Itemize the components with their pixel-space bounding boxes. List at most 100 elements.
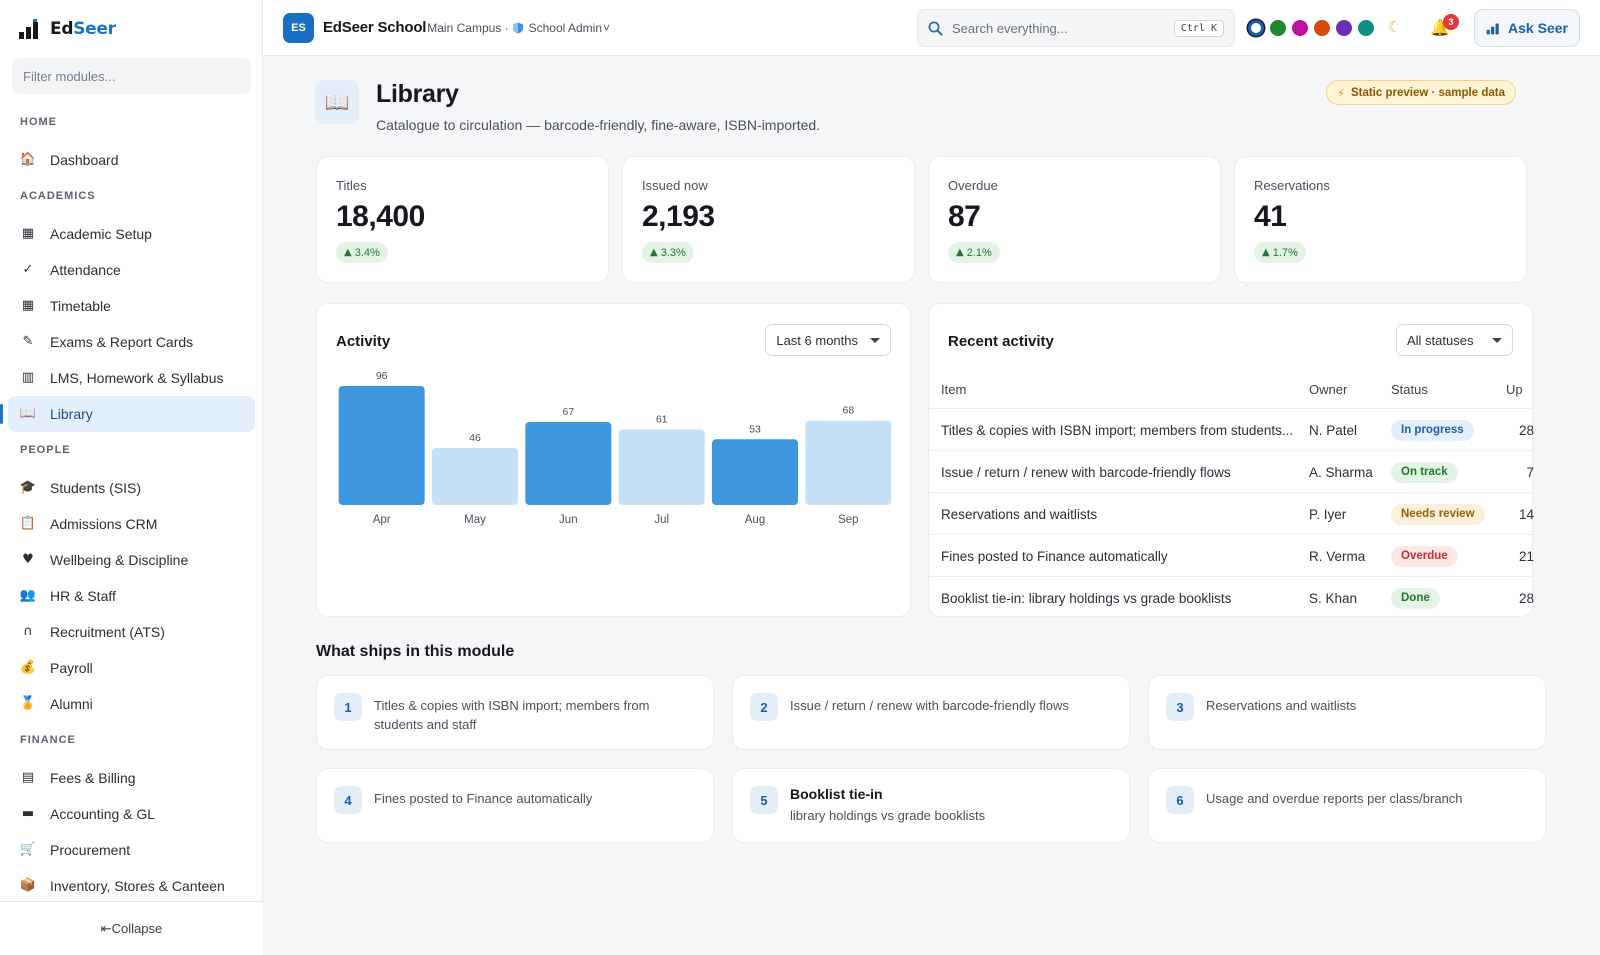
item-cell: Reservations and waitlists (941, 506, 1098, 522)
sidebar-item-library[interactable]: 📖 Library (0, 396, 255, 432)
status-badge: In progress (1391, 419, 1474, 441)
sidebar-item-wellbeing-discipline[interactable]: ♥ Wellbeing & Discipline (8, 542, 255, 578)
table-row[interactable]: Booklist tie-in: library holdings vs gra… (929, 576, 1534, 617)
column-header[interactable]: Status (1391, 381, 1428, 397)
sidebar-item-label: Timetable (50, 298, 111, 314)
chart-bar[interactable] (805, 420, 892, 505)
ships-section-title: What ships in this module (316, 643, 515, 660)
ledger-icon: ▬ (21, 806, 35, 821)
sidebar-item-recruitment-ats[interactable]: ∩ Recruitment (ATS) (8, 614, 255, 650)
ask-seer-label: Ask Seer (1508, 20, 1568, 36)
sidebar-item-label: LMS, Homework & Syllabus (50, 370, 224, 386)
chart-bar[interactable] (712, 439, 798, 505)
sidebar-item-students-sis[interactable]: 🎓 Students (SIS) (8, 470, 255, 506)
feature-text-block: Reservations and waitlists (1206, 696, 1525, 715)
owner-cell: P. Iyer (1309, 506, 1347, 522)
status-cell: On track (1391, 451, 1501, 493)
global-search[interactable]: Search everything... Ctrl K (917, 9, 1235, 47)
dark-mode-icon[interactable]: ☾ (1388, 18, 1402, 36)
chevron-down-icon (870, 337, 880, 343)
updated-cell: 7 (1526, 464, 1534, 480)
main-content: 📖 Library Catalogue to circulation — bar… (263, 56, 1600, 955)
theme-color-swatch[interactable] (1248, 20, 1264, 36)
sidebar-item-payroll[interactable]: 💰 Payroll (8, 650, 255, 686)
logo-icon (19, 19, 38, 39)
column-header[interactable]: Item (941, 381, 967, 397)
medal-icon: 🏅 (19, 696, 37, 711)
theme-color-swatch[interactable] (1270, 20, 1286, 36)
table-row[interactable]: Titles & copies with ISBN import; member… (929, 408, 1534, 451)
sidebar-item-alumni[interactable]: 🏅 Alumni (8, 686, 255, 722)
theme-color-swatch[interactable] (1314, 20, 1330, 36)
chart-data-label: 61 (656, 413, 668, 425)
table-header-row: Item Owner Status Up (929, 370, 1534, 408)
sidebar-item-academic-setup[interactable]: ▦ Academic Setup (8, 216, 255, 252)
search-icon (928, 21, 943, 35)
feature-card: 4 Fines posted to Finance automatically (316, 768, 714, 843)
trend-up-icon: ▲ (344, 247, 352, 258)
school-switcher[interactable]: EdSeer School Main Campus · School Admin… (323, 19, 610, 36)
sidebar-item-fees-billing[interactable]: ▤ Fees & Billing (8, 760, 255, 796)
feature-number: 4 (334, 786, 362, 814)
shortcut-hint: Ctrl K (1173, 19, 1224, 37)
sidebar-item-label: Admissions CRM (50, 516, 158, 532)
app-logo[interactable]: EdSeer (18, 14, 116, 44)
chart-bar[interactable] (525, 421, 612, 505)
table-row[interactable]: Fines posted to Finance automatically R. … (929, 534, 1534, 577)
chart-bar[interactable] (618, 429, 705, 505)
feature-card: 1 Titles & copies with ISBN import; membe… (316, 675, 714, 750)
activity-title: Activity (336, 333, 391, 350)
sidebar-item-label: Inventory, Stores & Canteen (50, 878, 225, 894)
column-header[interactable]: Owner (1309, 381, 1348, 397)
theme-color-swatch[interactable] (1358, 20, 1374, 36)
box-icon: 📦 (19, 878, 37, 893)
theme-color-picker (1248, 20, 1374, 36)
sidebar-item-inventory-stores-canteen[interactable]: 📦 Inventory, Stores & Canteen (8, 868, 255, 899)
kpi-card: Issued now 2,193 ▲ 3.3% (622, 156, 915, 283)
sidebar-item-label: HR & Staff (50, 588, 116, 604)
theme-color-swatch[interactable] (1336, 20, 1352, 36)
school-avatar[interactable]: ES (283, 13, 314, 43)
sidebar-item-lms-homework-syllabus[interactable]: ▥ LMS, Homework & Syllabus (8, 360, 255, 396)
recent-activity-card: Recent activity All statuses Item Owner St… (928, 303, 1534, 617)
sidebar-item-admissions-crm[interactable]: 📋 Admissions CRM (8, 506, 255, 542)
feature-text: Reservations and waitlists (1206, 698, 1357, 713)
chart-bar[interactable] (432, 447, 518, 505)
status-filter-select[interactable]: All statuses (1396, 324, 1513, 356)
kpi-delta: ▲ 3.4% (336, 242, 388, 263)
chart-x-tick-label: Aug (745, 514, 765, 526)
activity-bar-chart: 96 Apr 46 May 67 Jun 61 Jul 53 Aug 68 Sep (338, 370, 892, 526)
nav-section-academics: ACADEMICS (20, 190, 96, 202)
feature-text: library holdings vs grade booklists (790, 808, 986, 823)
shield-icon (512, 22, 523, 33)
trend-up-icon: ▲ (650, 247, 658, 258)
sidebar-item-hr-staff[interactable]: 👥 HR & Staff (8, 578, 255, 614)
collapse-button[interactable]: ⇤Collapse (0, 901, 263, 955)
clipboard-icon: 📋 (19, 516, 37, 531)
status-cell: Overdue (1391, 535, 1501, 577)
column-header[interactable]: Up (1506, 381, 1523, 397)
chart-bar[interactable] (338, 386, 425, 505)
sidebar-item-attendance[interactable]: ✓ Attendance (8, 252, 255, 288)
sidebar-item-dashboard[interactable]: 🏠 Dashboard (8, 142, 255, 178)
sidebar-item-accounting-gl[interactable]: ▬ Accounting & GL (8, 796, 255, 832)
sidebar-item-label: Payroll (50, 660, 93, 676)
topbar: ES EdSeer School Main Campus · School Ad… (263, 0, 1600, 56)
recent-activity-title: Recent activity (948, 333, 1054, 350)
money-bag-icon: 💰 (19, 660, 37, 675)
table-row[interactable]: Reservations and waitlists P. Iyer Needs r… (929, 492, 1534, 535)
sidebar-item-label: Dashboard (50, 152, 119, 168)
feature-text-block: Issue / return / renew with barcode-frie… (790, 696, 1109, 715)
theme-color-swatch[interactable] (1292, 20, 1308, 36)
table-row[interactable]: Issue / return / renew with barcode-frie… (929, 450, 1534, 493)
updated-cell: 28 (1518, 590, 1534, 606)
ask-seer-button[interactable]: Ask Seer (1474, 9, 1580, 47)
sidebar-item-timetable[interactable]: ▦ Timetable (8, 288, 255, 324)
filter-modules-input[interactable] (12, 58, 251, 94)
preview-label: Static preview · sample data (1350, 86, 1505, 99)
sidebar-item-label: Fees & Billing (50, 770, 136, 786)
range-select[interactable]: Last 6 months (765, 324, 891, 356)
graduation-cap-icon: 🎓 (19, 480, 37, 495)
sidebar-item-exams-report-cards[interactable]: ✎ Exams & Report Cards (8, 324, 255, 360)
sidebar-item-procurement[interactable]: 🛒 Procurement (8, 832, 255, 868)
